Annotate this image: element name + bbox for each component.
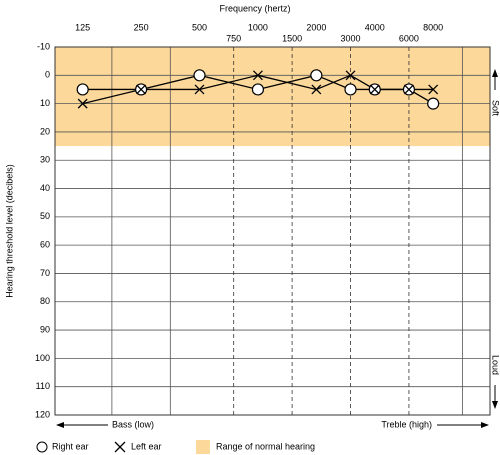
legend-x [114, 441, 126, 453]
soft-label: Soft [491, 100, 500, 117]
x-tick-label: 4000 [365, 22, 385, 32]
treble-label: Treble (high) [381, 419, 432, 429]
y-tick-label: 30 [40, 155, 50, 165]
x-tick-label: 2000 [306, 22, 326, 32]
right-ear-marker [344, 83, 357, 96]
right-ear-marker [251, 83, 265, 96]
right-ear-marker [193, 69, 206, 82]
y-tick-label: 110 [36, 381, 50, 391]
left-ear-marker [136, 84, 147, 95]
left-ear-marker [345, 70, 356, 81]
normal-range-band [55, 47, 490, 147]
right-ear-marker [310, 69, 323, 82]
y-tick-label: -10 [37, 41, 50, 51]
y-tick-label: 60 [40, 240, 50, 250]
left-ear-marker [77, 98, 88, 109]
left-ear-marker [194, 84, 205, 95]
y-tick-label: 10 [40, 98, 50, 108]
right-ear-marker [76, 83, 89, 96]
loud-label: Loud [491, 355, 500, 375]
x-tick-label: 8000 [423, 22, 443, 32]
x-minor-tick-label: 3000 [341, 33, 361, 43]
right-ear-marker [427, 97, 440, 110]
y-tick-label: 80 [40, 296, 50, 306]
y-tick-label: 120 [35, 409, 50, 419]
left-ear-marker [252, 70, 263, 81]
x-tick-label: 125 [75, 22, 90, 32]
left-ear-marker [311, 84, 322, 95]
left-ear-marker [369, 84, 380, 95]
x-minor-tick-label: 6000 [399, 33, 419, 43]
x-minor-tick-label: 1500 [282, 33, 302, 43]
y-tick-label: 70 [40, 268, 50, 278]
left-ear-marker [428, 84, 439, 95]
plot-border [54, 46, 491, 416]
y-axis-title: Hearing threshold level (decibels) [4, 164, 14, 298]
legend-circle [36, 441, 48, 453]
y-tick-label: 50 [40, 211, 50, 221]
y-tick-label: 100 [35, 353, 50, 363]
x-minor-tick-label: 750 [226, 33, 241, 43]
y-tick-label: 0 [45, 70, 50, 80]
y-tick-label: 90 [40, 324, 50, 334]
y-tick-label: 20 [40, 126, 50, 136]
x-tick-label: 250 [134, 22, 149, 32]
y-tick-label: 40 [40, 183, 50, 193]
legend-label: Left ear [131, 441, 162, 451]
legend-label: Range of normal hearing [216, 441, 315, 451]
left-ear-marker [403, 84, 414, 95]
bass-label: Bass (low) [112, 419, 154, 429]
legend-swatch [196, 440, 210, 454]
x-tick-label: 500 [192, 22, 207, 32]
x-axis-title: Frequency (hertz) [219, 3, 290, 13]
legend-label: Right ear [52, 441, 89, 451]
x-tick-label: 1000 [248, 22, 268, 32]
